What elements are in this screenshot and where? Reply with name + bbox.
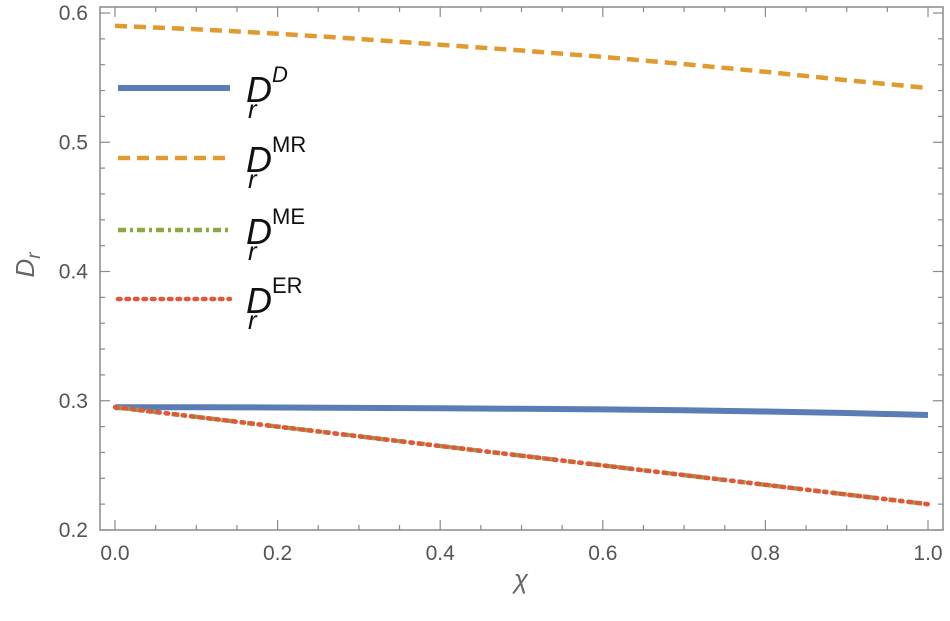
y-axis-title-main: D xyxy=(10,259,40,278)
y-tick-label: 0.6 xyxy=(59,2,88,25)
legend-label-sub: r xyxy=(248,305,258,335)
y-tick-label: 0.4 xyxy=(59,261,89,284)
series-line-er xyxy=(112,404,931,507)
series-line-mr xyxy=(114,23,929,91)
legend-label-sub: r xyxy=(248,236,258,266)
legend-label-er: Dr ER xyxy=(246,273,303,335)
ticks xyxy=(100,7,943,531)
y-tick-label: 0.2 xyxy=(59,519,88,542)
svg-text:Dr: Dr xyxy=(10,252,45,278)
x-tick-label: 1.0 xyxy=(913,542,942,565)
legend-label-main: D xyxy=(246,280,272,321)
x-tick-label: 0.2 xyxy=(263,542,292,565)
x-tick-label: 0.0 xyxy=(100,542,129,565)
legend-label-d: DrD xyxy=(246,62,288,124)
x-axis-title: χ xyxy=(512,564,529,594)
legend-label-main: D xyxy=(246,69,272,110)
x-tick-label: 0.4 xyxy=(426,542,456,565)
legend-label-sup: MR xyxy=(272,132,306,157)
x-tick-label: 0.6 xyxy=(588,542,617,565)
x-tick-label: 0.8 xyxy=(751,542,780,565)
legend-label-main: D xyxy=(246,211,272,252)
y-axis-title-sub: r xyxy=(24,252,45,259)
y-tick-label: 0.3 xyxy=(59,390,88,413)
legend-label-mr: Dr MR xyxy=(246,132,306,194)
legend-label-main: D xyxy=(246,139,272,180)
legend-label-sup: ER xyxy=(272,273,303,298)
legend-label-sub: r xyxy=(248,164,258,194)
tick-labels: 0.0 0.2 0.4 0.6 0.8 1.0 0.2 0.3 0.4 0.5 0.6 xyxy=(59,2,943,565)
legend-label-sup: ME xyxy=(272,204,305,229)
legend-label-sub: r xyxy=(248,94,258,124)
y-axis-title: Dr xyxy=(10,252,45,278)
series-lines xyxy=(112,23,931,507)
legend-label-sup: D xyxy=(272,62,288,87)
y-tick-label: 0.5 xyxy=(59,131,88,154)
legend-label-me: Dr ME xyxy=(246,204,305,266)
series-line-d xyxy=(115,404,929,418)
